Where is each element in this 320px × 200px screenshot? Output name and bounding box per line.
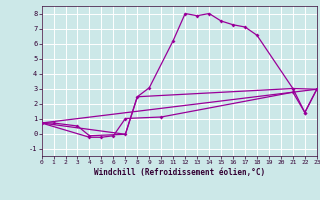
X-axis label: Windchill (Refroidissement éolien,°C): Windchill (Refroidissement éolien,°C) bbox=[94, 168, 265, 177]
